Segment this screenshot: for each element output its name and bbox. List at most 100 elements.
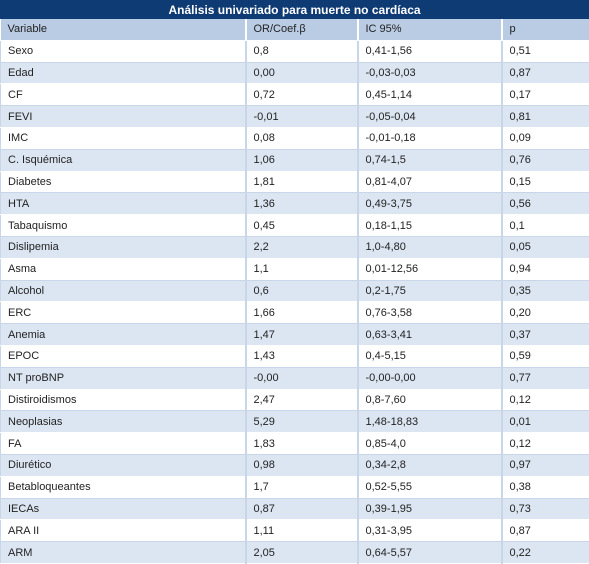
cell-ic: 0,4-5,15 (358, 345, 502, 367)
cell-variable: HTA (1, 193, 246, 215)
cell-or: -0,00 (246, 367, 358, 389)
cell-ic: 0,81-4,07 (358, 171, 502, 193)
cell-or: 2,05 (246, 542, 358, 564)
cell-variable: Diurético (1, 454, 246, 476)
cell-variable: NT proBNP (1, 367, 246, 389)
cell-or: 1,83 (246, 433, 358, 455)
cell-variable: ARA II (1, 520, 246, 542)
cell-p: 0,05 (502, 236, 589, 258)
cell-variable: Anemia (1, 324, 246, 346)
cell-or: 0,87 (246, 498, 358, 520)
cell-p: 0,22 (502, 542, 589, 564)
cell-or: 1,36 (246, 193, 358, 215)
cell-or: 1,81 (246, 171, 358, 193)
cell-p: 0,17 (502, 84, 589, 106)
table-figure: Análisis univariado para muerte no cardí… (0, 0, 589, 543)
cell-ic: 0,01-12,56 (358, 258, 502, 280)
cell-p: 0,81 (502, 106, 589, 128)
cell-ic: 0,45-1,14 (358, 84, 502, 106)
cell-variable: Tabaquismo (1, 215, 246, 237)
cell-ic: 0,34-2,8 (358, 454, 502, 476)
cell-ic: 0,85-4,0 (358, 433, 502, 455)
cell-p: 0,97 (502, 454, 589, 476)
cell-variable: Diabetes (1, 171, 246, 193)
cell-p: 0,76 (502, 149, 589, 171)
cell-or: 1,06 (246, 149, 358, 171)
cell-variable: IMC (1, 127, 246, 149)
cell-or: 1,7 (246, 476, 358, 498)
cell-variable: Distiroidismos (1, 389, 246, 411)
cell-p: 0,1 (502, 215, 589, 237)
cell-variable: ERC (1, 302, 246, 324)
cell-p: 0,35 (502, 280, 589, 302)
cell-variable: EPOC (1, 345, 246, 367)
cell-p: 0,87 (502, 520, 589, 542)
cell-or: 1,47 (246, 324, 358, 346)
cell-or: 0,6 (246, 280, 358, 302)
cell-p: 0,20 (502, 302, 589, 324)
cell-ic: -0,03-0,03 (358, 62, 502, 84)
cell-variable: ARM (1, 542, 246, 564)
cell-ic: 0,74-1,5 (358, 149, 502, 171)
cell-or: 0,98 (246, 454, 358, 476)
cell-p: 0,09 (502, 127, 589, 149)
cell-p: 0,87 (502, 62, 589, 84)
cell-variable: C. Isquémica (1, 149, 246, 171)
cell-ic: -0,05-0,04 (358, 106, 502, 128)
table-title: Análisis univariado para muerte no cardí… (0, 0, 589, 19)
cell-p: 0,37 (502, 324, 589, 346)
cell-or: -0,01 (246, 106, 358, 128)
cell-or: 5,29 (246, 411, 358, 433)
cell-ic: -0,01-0,18 (358, 127, 502, 149)
cell-ic: 0,18-1,15 (358, 215, 502, 237)
cell-ic: 0,52-5,55 (358, 476, 502, 498)
cell-p: 0,56 (502, 193, 589, 215)
cell-p: 0,77 (502, 367, 589, 389)
cell-variable: FEVI (1, 106, 246, 128)
cell-variable: Alcohol (1, 280, 246, 302)
cell-or: 0,72 (246, 84, 358, 106)
cell-p: 0,73 (502, 498, 589, 520)
cell-or: 0,08 (246, 127, 358, 149)
cell-p: 0,01 (502, 411, 589, 433)
cell-or: 1,1 (246, 258, 358, 280)
cell-ic: 0,49-3,75 (358, 193, 502, 215)
header-row: Variable OR/Coef.β IC 95% p (1, 19, 589, 40)
cell-variable: Neoplasias (1, 411, 246, 433)
cell-ic: 0,64-5,57 (358, 542, 502, 564)
cell-p: 0,38 (502, 476, 589, 498)
cell-p: 0,12 (502, 433, 589, 455)
cell-p: 0,59 (502, 345, 589, 367)
cell-or: 1,66 (246, 302, 358, 324)
cell-ic: 1,48-18,83 (358, 411, 502, 433)
cell-variable: Dislipemia (1, 236, 246, 258)
cell-or: 0,45 (246, 215, 358, 237)
column-header-p: p (502, 19, 589, 40)
cell-ic: 0,63-3,41 (358, 324, 502, 346)
column-header-variable: Variable (1, 19, 246, 40)
cell-ic: 0,76-3,58 (358, 302, 502, 324)
cell-or: 0,00 (246, 62, 358, 84)
cell-or: 2,47 (246, 389, 358, 411)
cell-or: 1,11 (246, 520, 358, 542)
